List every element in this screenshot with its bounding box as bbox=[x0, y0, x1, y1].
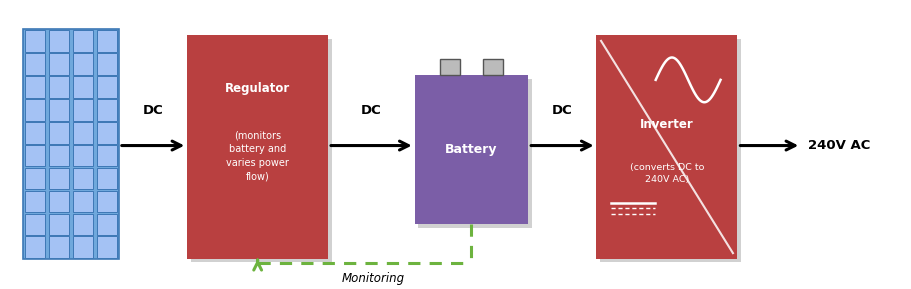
Bar bbox=[97, 53, 118, 75]
Bar bbox=[49, 214, 69, 235]
Bar bbox=[97, 168, 118, 190]
Bar bbox=[73, 236, 93, 258]
Text: Monitoring: Monitoring bbox=[342, 272, 405, 285]
Bar bbox=[26, 30, 46, 52]
Text: Inverter: Inverter bbox=[640, 118, 694, 131]
Bar bbox=[97, 145, 118, 166]
Text: DC: DC bbox=[552, 104, 573, 117]
Bar bbox=[26, 214, 46, 235]
Bar bbox=[97, 122, 118, 144]
Text: Regulator: Regulator bbox=[225, 82, 291, 95]
Bar bbox=[26, 190, 46, 212]
FancyBboxPatch shape bbox=[597, 35, 738, 259]
Bar bbox=[26, 236, 46, 258]
FancyBboxPatch shape bbox=[600, 38, 742, 262]
Bar bbox=[97, 30, 118, 52]
FancyBboxPatch shape bbox=[415, 75, 528, 225]
Bar bbox=[73, 99, 93, 121]
Bar bbox=[26, 168, 46, 190]
Bar bbox=[49, 30, 69, 52]
FancyBboxPatch shape bbox=[24, 29, 119, 259]
Bar bbox=[73, 145, 93, 166]
Bar bbox=[49, 122, 69, 144]
Bar bbox=[49, 99, 69, 121]
Bar bbox=[26, 99, 46, 121]
Text: (converts DC to
240V AC): (converts DC to 240V AC) bbox=[630, 164, 704, 184]
Bar bbox=[49, 76, 69, 98]
Bar bbox=[440, 60, 459, 75]
Bar bbox=[97, 190, 118, 212]
Bar bbox=[97, 76, 118, 98]
Bar bbox=[49, 190, 69, 212]
Text: (monitors
battery and
varies power
flow): (monitors battery and varies power flow) bbox=[226, 131, 289, 181]
Bar bbox=[97, 99, 118, 121]
Bar bbox=[73, 122, 93, 144]
Bar bbox=[73, 76, 93, 98]
FancyBboxPatch shape bbox=[418, 79, 532, 228]
Bar bbox=[73, 190, 93, 212]
Text: 240V AC: 240V AC bbox=[807, 139, 870, 152]
Text: DC: DC bbox=[361, 104, 382, 117]
Bar bbox=[26, 76, 46, 98]
Bar bbox=[97, 214, 118, 235]
Bar bbox=[97, 236, 118, 258]
Bar bbox=[26, 53, 46, 75]
Bar bbox=[73, 30, 93, 52]
Text: DC: DC bbox=[143, 104, 163, 117]
Bar bbox=[73, 53, 93, 75]
FancyBboxPatch shape bbox=[190, 38, 332, 262]
Bar bbox=[73, 214, 93, 235]
Bar bbox=[49, 168, 69, 190]
Bar bbox=[49, 236, 69, 258]
Bar bbox=[49, 145, 69, 166]
Bar bbox=[73, 168, 93, 190]
Bar bbox=[49, 53, 69, 75]
FancyBboxPatch shape bbox=[187, 35, 328, 259]
Bar bbox=[483, 60, 503, 75]
Text: Battery: Battery bbox=[445, 143, 497, 156]
Bar bbox=[26, 122, 46, 144]
Bar bbox=[26, 145, 46, 166]
